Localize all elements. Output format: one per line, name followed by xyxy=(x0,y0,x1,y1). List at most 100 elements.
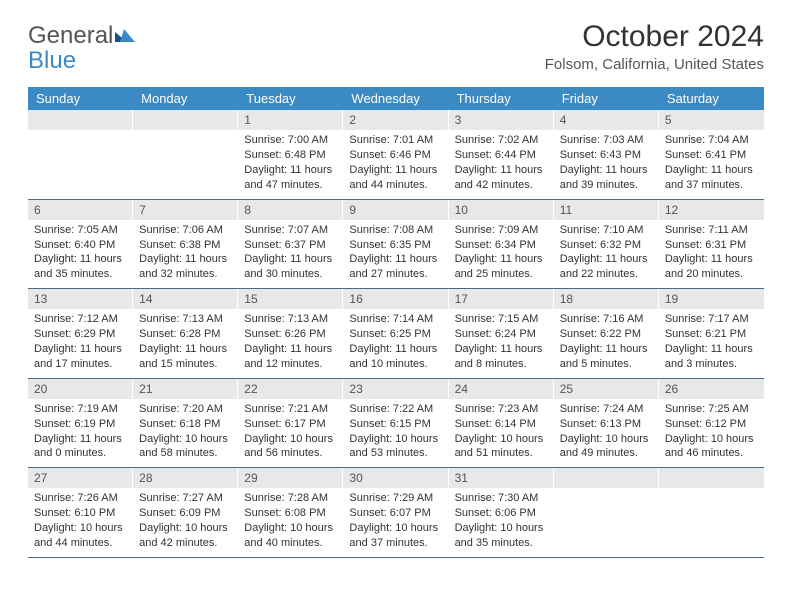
day-number: 6 xyxy=(28,200,133,220)
calendar-cell xyxy=(28,110,133,199)
sunrise-text: Sunrise: 7:28 AM xyxy=(244,491,337,506)
cell-body: Sunrise: 7:29 AMSunset: 6:07 PMDaylight:… xyxy=(343,488,448,556)
sunrise-text: Sunrise: 7:09 AM xyxy=(455,223,548,238)
logo-icon xyxy=(115,25,137,49)
sunrise-text: Sunrise: 7:08 AM xyxy=(349,223,442,238)
sunset-text: Sunset: 6:48 PM xyxy=(244,148,337,163)
daylight1-text: Daylight: 11 hours xyxy=(139,342,232,357)
calendar-cell: 24Sunrise: 7:23 AMSunset: 6:14 PMDayligh… xyxy=(449,379,554,468)
sunset-text: Sunset: 6:07 PM xyxy=(349,506,442,521)
sunrise-text: Sunrise: 7:16 AM xyxy=(560,312,653,327)
day-number: 11 xyxy=(554,200,659,220)
daylight2-text: and 47 minutes. xyxy=(244,178,337,193)
calendar-cell: 12Sunrise: 7:11 AMSunset: 6:31 PMDayligh… xyxy=(659,200,764,289)
daylight1-text: Daylight: 10 hours xyxy=(244,521,337,536)
weekday-header: Friday xyxy=(554,87,659,110)
cell-body: Sunrise: 7:27 AMSunset: 6:09 PMDaylight:… xyxy=(133,488,238,556)
daylight1-text: Daylight: 11 hours xyxy=(34,342,127,357)
weekday-header-row: SundayMondayTuesdayWednesdayThursdayFrid… xyxy=(28,87,764,110)
calendar-cell: 19Sunrise: 7:17 AMSunset: 6:21 PMDayligh… xyxy=(659,289,764,378)
calendar-cell xyxy=(659,468,764,557)
weekday-header: Wednesday xyxy=(343,87,448,110)
cell-body: Sunrise: 7:05 AMSunset: 6:40 PMDaylight:… xyxy=(28,220,133,288)
sunset-text: Sunset: 6:29 PM xyxy=(34,327,127,342)
daylight1-text: Daylight: 11 hours xyxy=(560,342,653,357)
cell-body: Sunrise: 7:14 AMSunset: 6:25 PMDaylight:… xyxy=(343,309,448,377)
daylight2-text: and 44 minutes. xyxy=(34,536,127,551)
day-number: 10 xyxy=(449,200,554,220)
day-number: 24 xyxy=(449,379,554,399)
daylight1-text: Daylight: 11 hours xyxy=(665,163,758,178)
sunset-text: Sunset: 6:12 PM xyxy=(665,417,758,432)
cell-body: Sunrise: 7:23 AMSunset: 6:14 PMDaylight:… xyxy=(449,399,554,467)
calendar-cell: 5Sunrise: 7:04 AMSunset: 6:41 PMDaylight… xyxy=(659,110,764,199)
sunrise-text: Sunrise: 7:13 AM xyxy=(244,312,337,327)
calendar-cell: 22Sunrise: 7:21 AMSunset: 6:17 PMDayligh… xyxy=(238,379,343,468)
daylight2-text: and 10 minutes. xyxy=(349,357,442,372)
cell-body: Sunrise: 7:04 AMSunset: 6:41 PMDaylight:… xyxy=(659,130,764,198)
sunrise-text: Sunrise: 7:23 AM xyxy=(455,402,548,417)
daylight2-text: and 27 minutes. xyxy=(349,267,442,282)
daylight1-text: Daylight: 11 hours xyxy=(455,342,548,357)
sunrise-text: Sunrise: 7:27 AM xyxy=(139,491,232,506)
calendar-week-row: 27Sunrise: 7:26 AMSunset: 6:10 PMDayligh… xyxy=(28,468,764,558)
calendar-cell: 10Sunrise: 7:09 AMSunset: 6:34 PMDayligh… xyxy=(449,200,554,289)
calendar-cell: 20Sunrise: 7:19 AMSunset: 6:19 PMDayligh… xyxy=(28,379,133,468)
calendar-week-row: 20Sunrise: 7:19 AMSunset: 6:19 PMDayligh… xyxy=(28,379,764,469)
day-number: 17 xyxy=(449,289,554,309)
daylight2-text: and 15 minutes. xyxy=(139,357,232,372)
daylight2-text: and 40 minutes. xyxy=(244,536,337,551)
day-number xyxy=(554,468,659,488)
daylight2-text: and 42 minutes. xyxy=(455,178,548,193)
day-number: 4 xyxy=(554,110,659,130)
sunset-text: Sunset: 6:06 PM xyxy=(455,506,548,521)
daylight1-text: Daylight: 10 hours xyxy=(349,432,442,447)
daylight2-text: and 20 minutes. xyxy=(665,267,758,282)
daylight2-text: and 5 minutes. xyxy=(560,357,653,372)
day-number: 28 xyxy=(133,468,238,488)
daylight2-text: and 51 minutes. xyxy=(455,446,548,461)
calendar-cell: 21Sunrise: 7:20 AMSunset: 6:18 PMDayligh… xyxy=(133,379,238,468)
calendar-cell: 25Sunrise: 7:24 AMSunset: 6:13 PMDayligh… xyxy=(554,379,659,468)
day-number: 2 xyxy=(343,110,448,130)
calendar-cell: 27Sunrise: 7:26 AMSunset: 6:10 PMDayligh… xyxy=(28,468,133,557)
day-number: 1 xyxy=(238,110,343,130)
sunset-text: Sunset: 6:37 PM xyxy=(244,238,337,253)
daylight2-text: and 46 minutes. xyxy=(665,446,758,461)
daylight2-text: and 53 minutes. xyxy=(349,446,442,461)
weekday-header: Sunday xyxy=(28,87,133,110)
cell-body xyxy=(659,488,764,546)
cell-body: Sunrise: 7:19 AMSunset: 6:19 PMDaylight:… xyxy=(28,399,133,467)
cell-body: Sunrise: 7:24 AMSunset: 6:13 PMDaylight:… xyxy=(554,399,659,467)
daylight1-text: Daylight: 11 hours xyxy=(455,252,548,267)
logo-text-blue: Blue xyxy=(28,47,76,74)
sunrise-text: Sunrise: 7:21 AM xyxy=(244,402,337,417)
weekday-header: Tuesday xyxy=(238,87,343,110)
cell-body: Sunrise: 7:21 AMSunset: 6:17 PMDaylight:… xyxy=(238,399,343,467)
calendar-cell: 2Sunrise: 7:01 AMSunset: 6:46 PMDaylight… xyxy=(343,110,448,199)
title-block: October 2024 Folsom, California, United … xyxy=(545,20,764,73)
sunrise-text: Sunrise: 7:25 AM xyxy=(665,402,758,417)
sunset-text: Sunset: 6:44 PM xyxy=(455,148,548,163)
calendar-cell: 31Sunrise: 7:30 AMSunset: 6:06 PMDayligh… xyxy=(449,468,554,557)
cell-body: Sunrise: 7:22 AMSunset: 6:15 PMDaylight:… xyxy=(343,399,448,467)
daylight1-text: Daylight: 11 hours xyxy=(349,163,442,178)
day-number: 29 xyxy=(238,468,343,488)
daylight1-text: Daylight: 11 hours xyxy=(455,163,548,178)
daylight2-text: and 44 minutes. xyxy=(349,178,442,193)
cell-body: Sunrise: 7:02 AMSunset: 6:44 PMDaylight:… xyxy=(449,130,554,198)
calendar-cell: 9Sunrise: 7:08 AMSunset: 6:35 PMDaylight… xyxy=(343,200,448,289)
daylight1-text: Daylight: 10 hours xyxy=(455,432,548,447)
daylight1-text: Daylight: 10 hours xyxy=(349,521,442,536)
calendar-cell: 3Sunrise: 7:02 AMSunset: 6:44 PMDaylight… xyxy=(449,110,554,199)
daylight2-text: and 25 minutes. xyxy=(455,267,548,282)
sunrise-text: Sunrise: 7:17 AM xyxy=(665,312,758,327)
daylight2-text: and 58 minutes. xyxy=(139,446,232,461)
day-number: 9 xyxy=(343,200,448,220)
calendar-cell: 17Sunrise: 7:15 AMSunset: 6:24 PMDayligh… xyxy=(449,289,554,378)
sunrise-text: Sunrise: 7:00 AM xyxy=(244,133,337,148)
daylight1-text: Daylight: 10 hours xyxy=(139,521,232,536)
cell-body: Sunrise: 7:03 AMSunset: 6:43 PMDaylight:… xyxy=(554,130,659,198)
daylight2-text: and 42 minutes. xyxy=(139,536,232,551)
sunset-text: Sunset: 6:15 PM xyxy=(349,417,442,432)
